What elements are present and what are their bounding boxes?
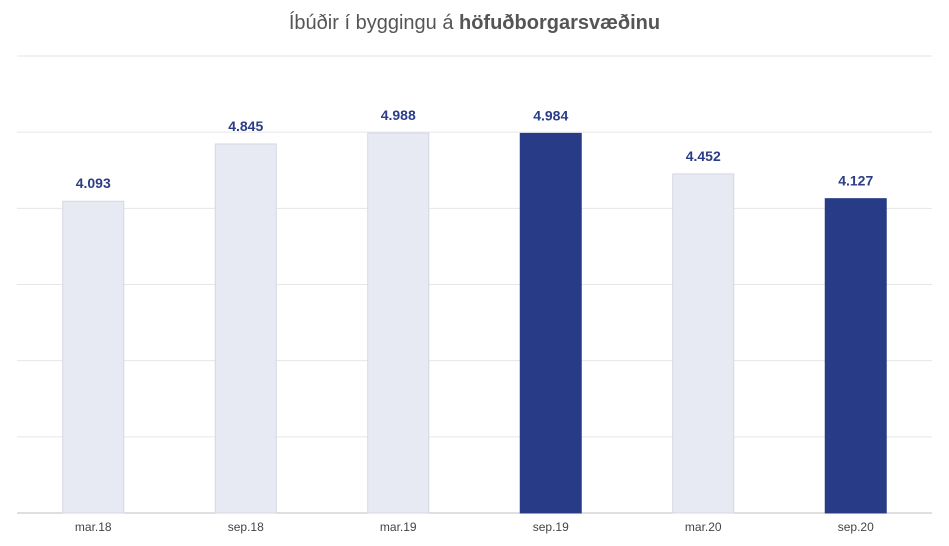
x-tick-label: sep.18 [228,520,264,534]
data-label: 4.984 [533,107,568,123]
chart-title: Íbúðir í byggingu á höfuðborgarsvæðinu [0,12,949,35]
bar-mar.19 [367,132,430,514]
bar-mar.18 [62,200,125,514]
data-label: 4.452 [686,148,721,164]
bar-sep.19 [519,132,582,514]
bar-mar.20 [672,173,735,514]
x-tick-label: mar.19 [380,520,417,534]
data-label: 4.988 [381,107,416,123]
data-label: 4.127 [838,173,873,189]
chart-title-bold: höfuðborgarsvæðinu [459,12,661,34]
chart-title-prefix: Íbúðir í byggingu á [288,12,459,34]
bar-sep.18 [214,143,277,514]
x-tick-label: mar.18 [75,520,112,534]
data-label: 4.845 [228,118,263,134]
x-tick-label: sep.19 [533,520,569,534]
x-tick-label: sep.20 [838,520,874,534]
data-label: 4.093 [76,175,111,191]
bar-sep.20 [824,198,887,514]
x-tick-label: mar.20 [685,520,722,534]
